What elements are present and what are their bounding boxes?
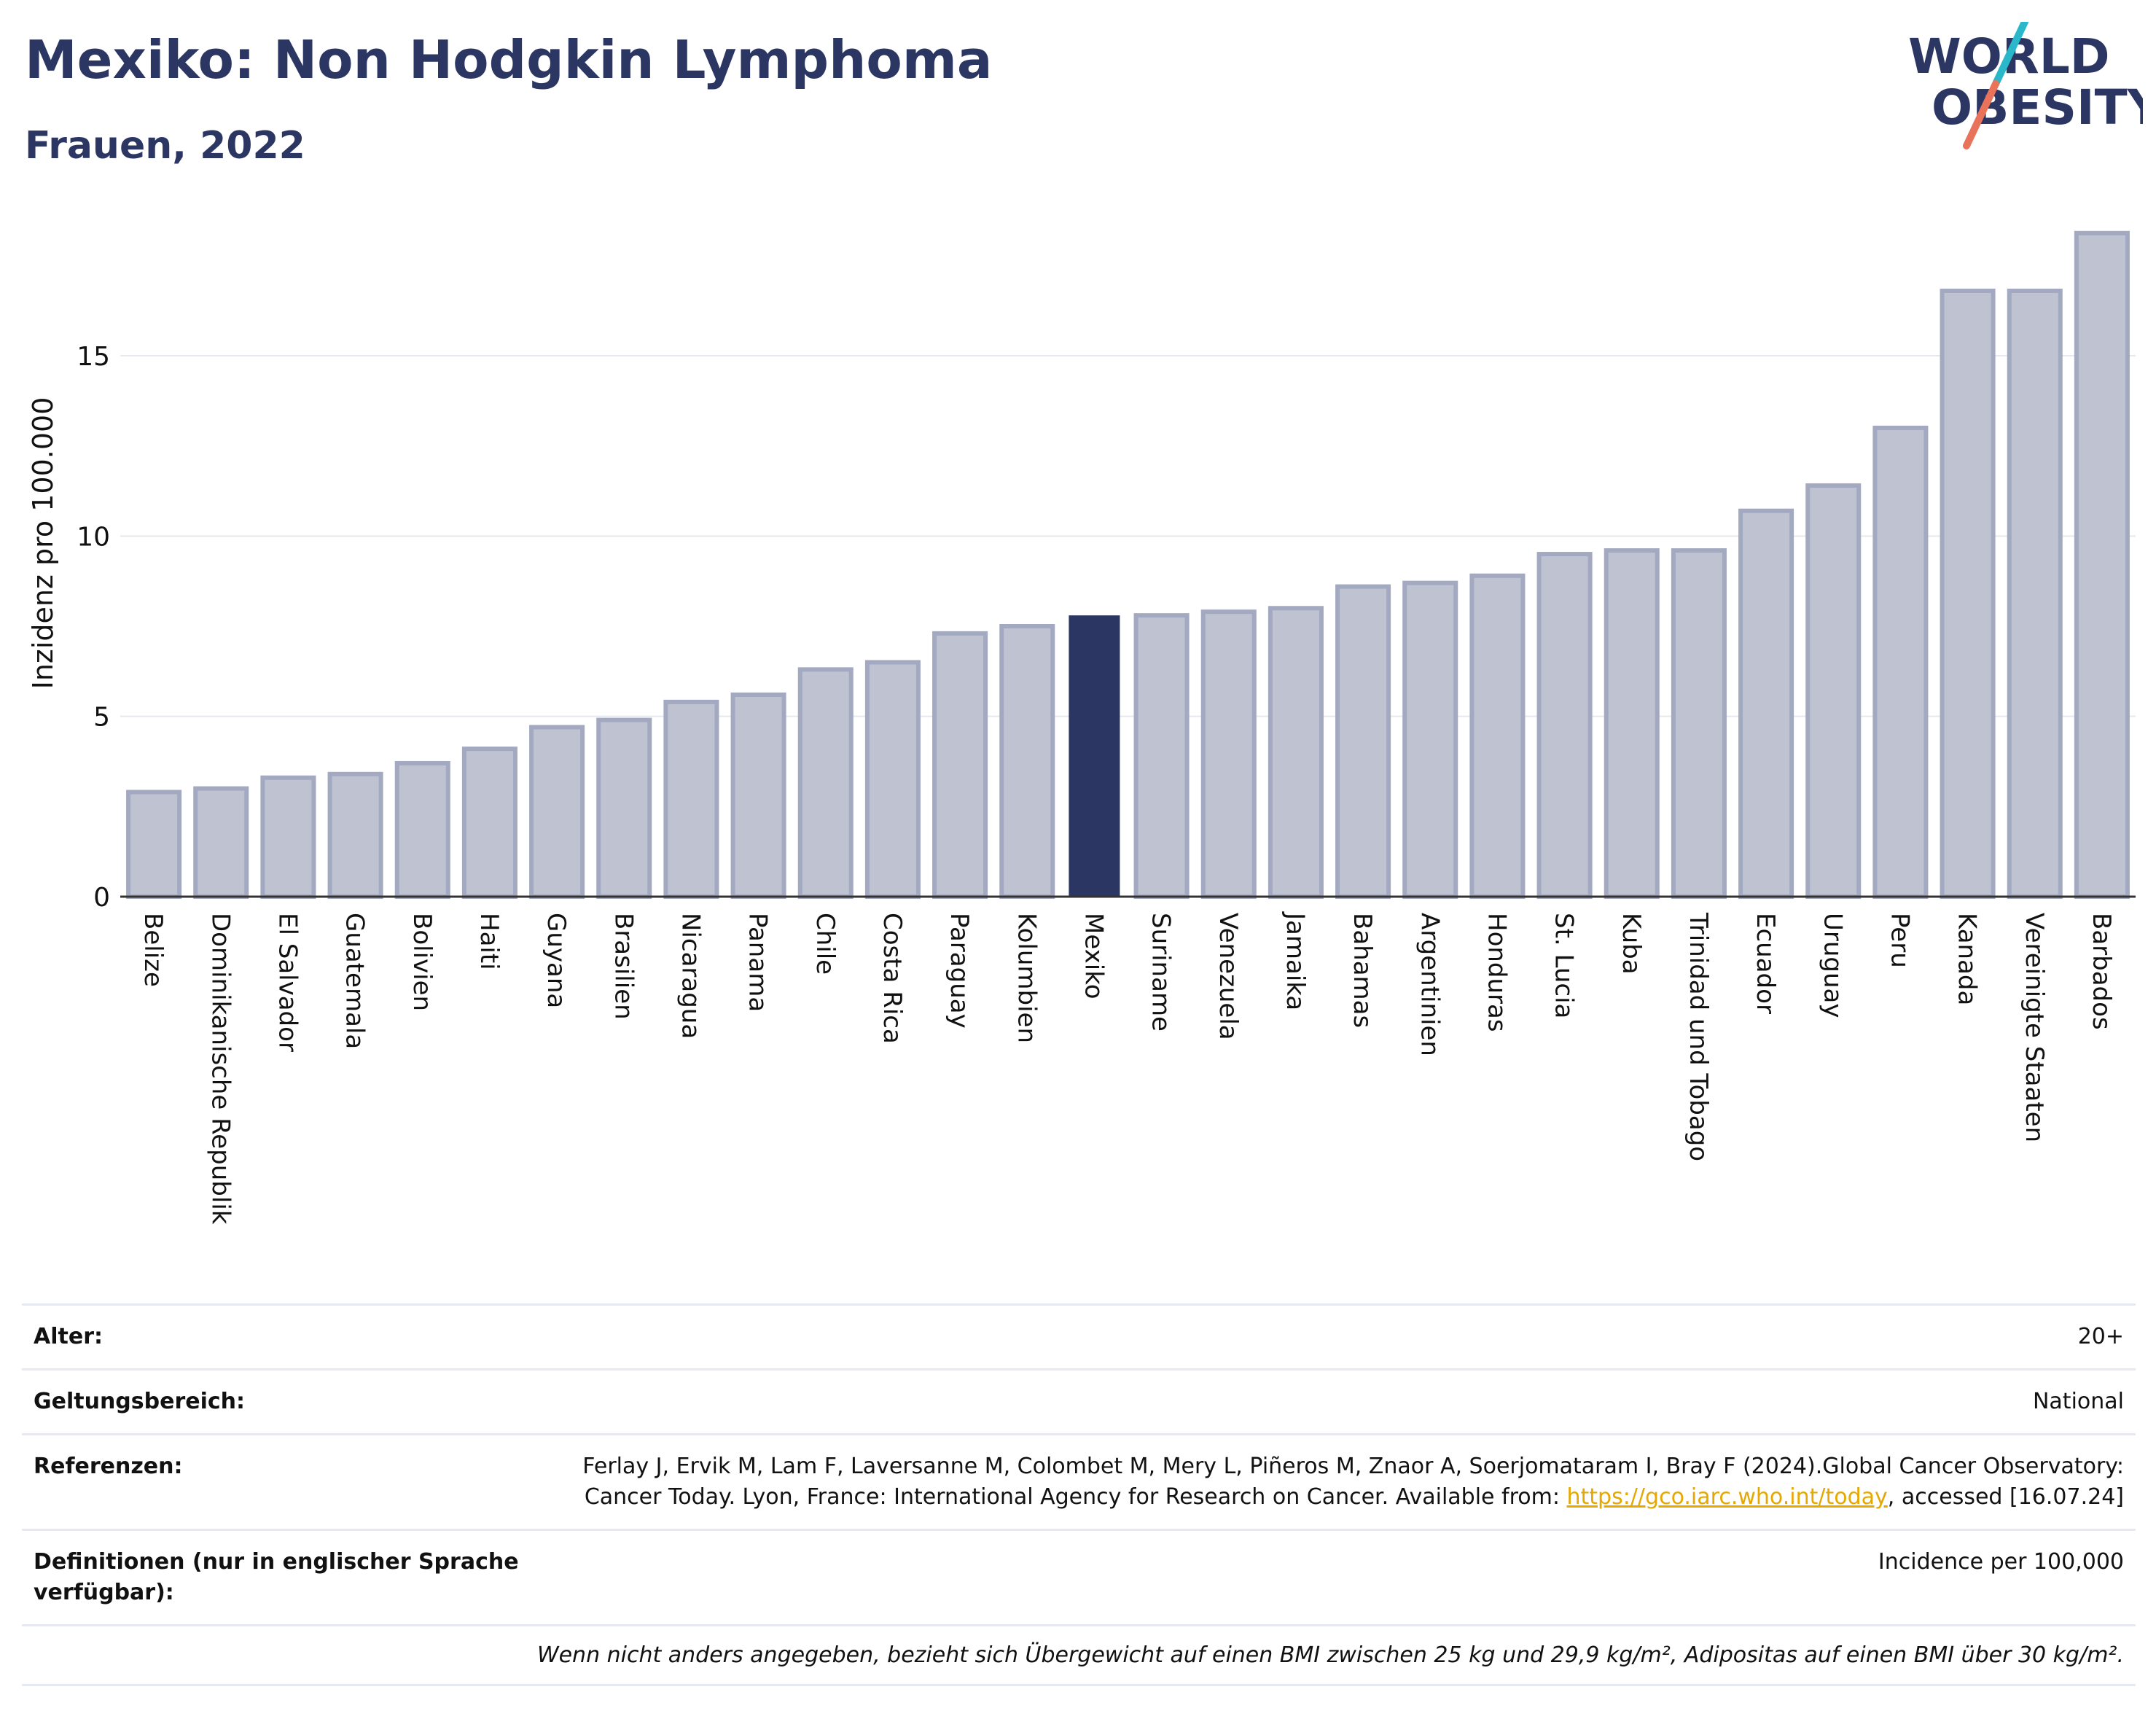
x-tick-label: Venezuela — [1214, 913, 1243, 1040]
y-tick-label: 0 — [93, 883, 110, 913]
bar — [1133, 613, 1190, 899]
bar — [260, 775, 316, 900]
bmi-note: Wenn nicht anders angegeben, bezieht sic… — [22, 1624, 2136, 1686]
bar — [2007, 288, 2063, 899]
meta-row-age: Alter: 20+ — [22, 1303, 2136, 1370]
x-tick-label: Peru — [1885, 913, 1914, 968]
y-tick-label: 5 — [93, 703, 110, 733]
bar — [932, 631, 988, 900]
bar — [461, 746, 517, 900]
bar — [193, 786, 249, 899]
bar — [126, 789, 182, 900]
logo-slash-coral — [1963, 80, 1999, 149]
references-link[interactable]: https://gco.iarc.who.int/today — [1566, 1484, 1888, 1510]
bar — [1604, 548, 1660, 899]
bar — [1536, 552, 1593, 899]
bar — [1469, 573, 1526, 900]
x-tick-label: El Salvador — [273, 913, 302, 1052]
bar — [1335, 584, 1391, 899]
bar — [1805, 483, 1862, 899]
references-accessed: , accessed [16.07.24] — [1887, 1484, 2124, 1510]
x-tick-label: Bolivien — [407, 913, 437, 1011]
x-tick-label: Jamaika — [1281, 911, 1310, 1010]
bar-chart: 0 5 10 15 Belize Dominikanische Republik El S… — [27, 230, 2136, 1225]
x-tick-label: Dominikanische Republik — [206, 913, 235, 1225]
y-tick-label: 10 — [77, 522, 110, 552]
gridlines — [120, 354, 2136, 717]
x-tick-label: Ecuador — [1751, 913, 1780, 1014]
x-tick-label: Kanada — [1953, 913, 1982, 1005]
x-tick-label: Paraguay — [945, 913, 974, 1029]
bar — [596, 717, 652, 899]
x-tick-labels: Belize Dominikanische Republik El Salvador… — [138, 911, 2116, 1225]
x-tick-label: Trinidad und Tobago — [1684, 912, 1713, 1161]
references-label: Referenzen: — [22, 1433, 555, 1530]
bar — [1402, 580, 1458, 900]
bar — [1268, 606, 1324, 899]
x-tick-label: Bahamas — [1348, 913, 1377, 1028]
x-tick-label: Uruguay — [1818, 913, 1847, 1018]
world-obesity-logo: WORLD OBESITY — [1908, 22, 2143, 149]
x-tick-label: Panama — [743, 913, 773, 1012]
y-axis-title: Inzidenz pro 100.000 — [27, 397, 59, 690]
bar — [730, 692, 786, 899]
bar — [1738, 508, 1794, 899]
logo-slash-teal — [1992, 22, 2028, 87]
meta-row-definitions: Definitionen (nur in englischer Sprache … — [22, 1529, 2136, 1626]
bar — [327, 771, 383, 899]
x-tick-label: Kuba — [1617, 913, 1646, 975]
x-tick-label: Honduras — [1482, 913, 1511, 1032]
age-label: Alter: — [22, 1303, 555, 1370]
page-title: Mexiko: Non Hodgkin Lymphoma — [25, 29, 993, 90]
x-tick-label: Belize — [138, 913, 168, 987]
bar — [394, 760, 450, 900]
bars — [126, 230, 2130, 900]
definitions-value: Incidence per 100,000 — [555, 1529, 2136, 1626]
scope-label: Geltungsbereich: — [22, 1368, 555, 1435]
references-value: Ferlay J, Ervik M, Lam F, Laversanne M, … — [555, 1433, 2136, 1530]
x-tick-label: Mexiko — [1079, 913, 1108, 999]
meta-row-note: Wenn nicht anders angegeben, bezieht sic… — [22, 1624, 2136, 1686]
x-tick-label: Guatemala — [340, 913, 370, 1049]
x-tick-label: St. Lucia — [1550, 913, 1579, 1018]
bar — [1872, 425, 1929, 899]
logo-line-2: OBESITY — [1932, 79, 2143, 136]
bar — [1940, 288, 1996, 899]
bar — [2074, 230, 2130, 899]
bar — [1069, 615, 1120, 897]
bar — [663, 699, 719, 899]
x-tick-label: Haiti — [474, 913, 504, 970]
page-subtitle: Frauen, 2022 — [25, 124, 305, 168]
bar — [864, 660, 921, 899]
bar — [529, 725, 585, 899]
references-text: Ferlay J, Ervik M, Lam F, Laversanne M, … — [582, 1454, 2124, 1510]
bar — [797, 667, 854, 899]
x-tick-label: Suriname — [1147, 913, 1176, 1032]
bar — [999, 623, 1055, 900]
definitions-label: Definitionen (nur in englischer Sprache … — [22, 1529, 555, 1626]
x-tick-label: Argentinien — [1415, 913, 1444, 1056]
x-tick-label: Nicaragua — [676, 913, 705, 1039]
y-tick-label: 15 — [77, 342, 110, 372]
x-tick-label: Kolumbien — [1012, 913, 1041, 1043]
bar — [1200, 609, 1257, 900]
age-value: 20+ — [555, 1303, 2136, 1370]
bar — [1671, 548, 1727, 899]
x-tick-label: Guyana — [542, 913, 571, 1008]
y-tick-labels: 0 5 10 15 — [77, 342, 110, 913]
metadata-table: Alter: 20+ Geltungsbereich: National Ref… — [22, 1303, 2136, 1686]
meta-row-references: Referenzen: Ferlay J, Ervik M, Lam F, La… — [22, 1433, 2136, 1530]
scope-value: National — [555, 1368, 2136, 1435]
x-tick-label: Vereinigte Staaten — [2020, 913, 2049, 1142]
x-tick-label: Chile — [811, 913, 840, 975]
x-tick-label: Barbados — [2087, 913, 2116, 1030]
x-tick-label: Brasilien — [609, 913, 638, 1020]
meta-row-scope: Geltungsbereich: National — [22, 1368, 2136, 1435]
x-tick-label: Costa Rica — [878, 913, 907, 1044]
